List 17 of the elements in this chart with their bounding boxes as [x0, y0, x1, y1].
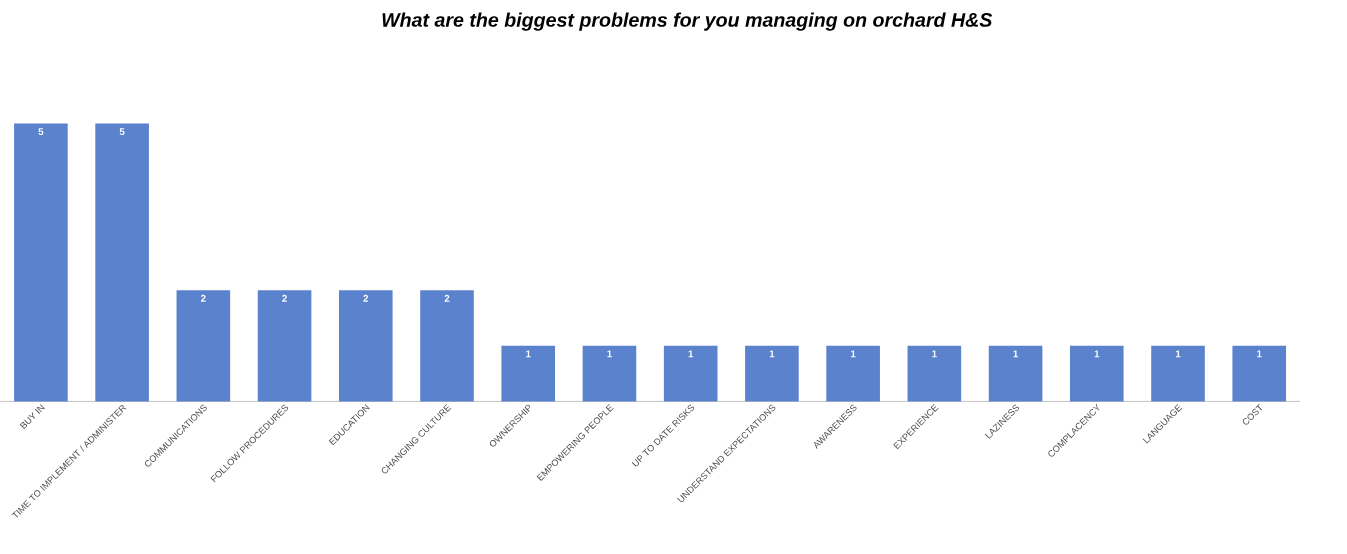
data-label: 1 [851, 350, 856, 358]
data-label: 1 [526, 350, 531, 358]
data-label: 2 [282, 294, 287, 302]
data-label: 1 [1257, 350, 1262, 358]
data-label: 1 [1175, 350, 1181, 358]
data-label: 2 [200, 294, 206, 302]
data-label: 1 [607, 350, 612, 358]
data-label: 2 [444, 294, 450, 302]
data-label: 1 [688, 350, 694, 358]
data-label: 1 [1094, 350, 1100, 358]
data-label: 5 [38, 128, 44, 135]
data-label: 1 [769, 350, 775, 358]
data-label: 2 [363, 294, 369, 302]
data-label: 1 [1013, 350, 1019, 358]
data-label: 5 [119, 128, 125, 135]
chart-title: What are the biggest problems for you managing on orchard H&S [382, 12, 993, 31]
data-label: 1 [932, 350, 937, 358]
